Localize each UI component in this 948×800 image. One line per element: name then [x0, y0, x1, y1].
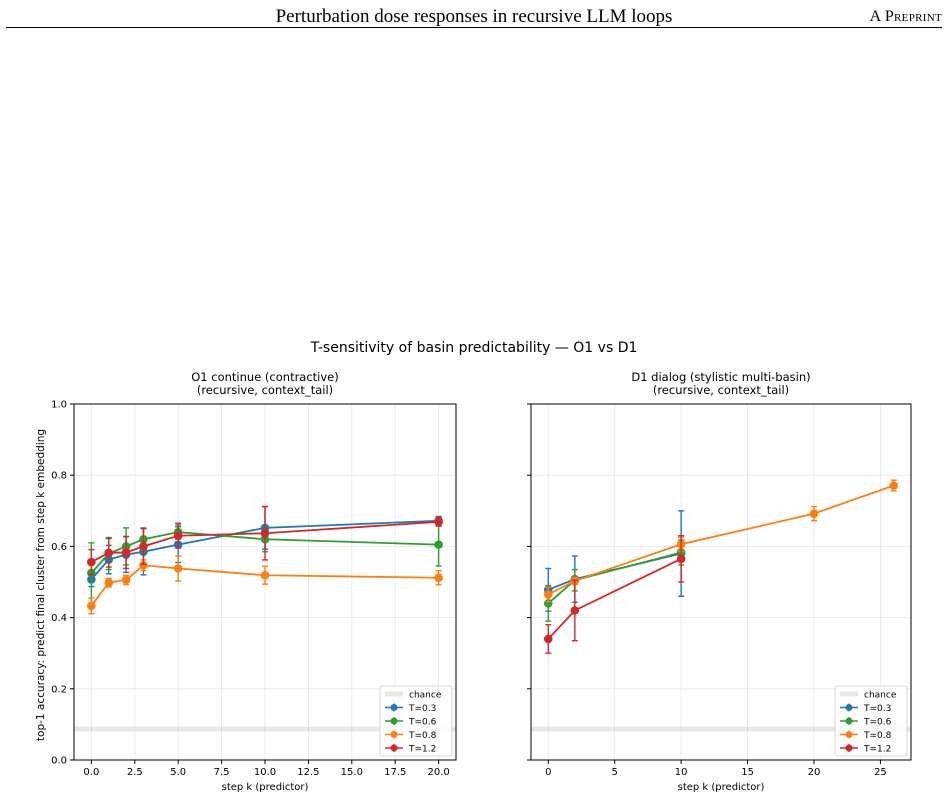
panel-title: (recursive, context_tail)	[653, 383, 789, 397]
data-point	[104, 548, 114, 558]
y-tick-label: 0.8	[51, 471, 67, 482]
x-tick-label: 20.0	[428, 767, 450, 778]
legend-box	[834, 685, 908, 757]
legend-marker	[390, 744, 398, 752]
x-tick-label: 5.0	[170, 767, 186, 778]
legend-label: T=1.2	[408, 745, 436, 755]
data-point	[87, 557, 96, 567]
data-point	[87, 601, 96, 611]
legend-marker	[845, 704, 853, 711]
x-tick-label: 15	[741, 767, 754, 778]
header-rule	[6, 27, 942, 28]
y-tick-label: 1.0	[51, 400, 67, 411]
x-tick-label: 15.0	[341, 767, 363, 778]
legend-marker	[845, 744, 853, 752]
legend-label: T=0.3	[863, 704, 891, 714]
legend: chance T=0.3 T=0.6 T=0.8 T=1.2	[379, 685, 453, 757]
data-point	[173, 564, 183, 573]
series-T=1.2	[543, 535, 686, 654]
series-T=1.2	[87, 505, 443, 576]
x-tick-label: 5	[612, 767, 618, 778]
legend-box	[379, 685, 453, 757]
legend-label: T=0.8	[863, 731, 892, 741]
figure: T-sensitivity of basin predictability — …	[35, 340, 912, 793]
x-tick-label: 20	[808, 767, 821, 778]
legend-marker	[390, 731, 398, 738]
panel-title: D1 dialog (stylistic multi-basin)	[631, 370, 810, 384]
legend-label: T=0.8	[408, 731, 437, 741]
legend-label: T=0.6	[408, 718, 437, 728]
x-tick-label: 0	[545, 767, 551, 778]
data-point	[809, 509, 819, 518]
x-tick-label: 12.5	[297, 767, 319, 778]
x-tick-label: 7.5	[214, 767, 230, 778]
x-tick-label: 10	[675, 767, 688, 778]
x-tick-label: 10.0	[254, 767, 276, 778]
data-point	[434, 540, 443, 549]
legend-marker	[390, 704, 398, 711]
x-tick-label: 2.5	[127, 767, 143, 778]
panel-2: 0 5 10 15 20 25 D1 dialog (stylistic multi-bas…	[527, 370, 912, 793]
legend-marker	[845, 717, 853, 725]
data-point	[543, 634, 553, 644]
y-tick-label: 0.0	[51, 756, 67, 767]
data-point	[434, 517, 443, 527]
data-point	[889, 481, 899, 490]
y-axis-label: top-1 accuracy: predict final cluster fr…	[35, 429, 47, 741]
data-point	[434, 573, 443, 583]
y-tick-label: 0.6	[51, 542, 67, 553]
figure-suptitle: T-sensitivity of basin predictability — …	[310, 340, 638, 356]
axes-frame	[530, 403, 912, 761]
data-point	[139, 560, 148, 570]
y-tick-label: 0.2	[51, 684, 67, 695]
series-line	[547, 484, 895, 596]
legend-label: T=0.6	[863, 718, 892, 728]
x-tick-label: 25	[874, 767, 887, 778]
data-point	[676, 554, 686, 564]
legend-marker	[845, 731, 853, 738]
x-tick-label: 0.0	[83, 767, 99, 778]
panel-1: 0.0 2.5 5.0 7.5 10.0 12.5 15.0 17.5 20.0 0.0 0.2 0.…	[51, 370, 457, 793]
data-point	[121, 575, 131, 585]
data-point	[173, 531, 183, 541]
panel-title: O1 continue (contractive)	[191, 370, 339, 384]
legend: chance T=0.3 T=0.6 T=0.8 T=1.2	[834, 685, 908, 757]
x-axis-label: step k (predictor)	[222, 782, 309, 793]
legend-label: T=1.2	[863, 745, 891, 755]
legend-label: chance	[864, 691, 897, 701]
page-header-title: Perturbation dose responses in recursive…	[275, 6, 673, 27]
panels: 0.0 2.5 5.0 7.5 10.0 12.5 15.0 17.5 20.0 0.0 0.2 0.…	[51, 370, 912, 793]
x-axis-label: step k (predictor)	[678, 782, 765, 793]
page-header: Perturbation dose responses in recursive…	[0, 0, 948, 28]
data-point	[104, 578, 114, 588]
data-point	[121, 548, 131, 557]
y-tick-label: 0.4	[51, 613, 67, 624]
x-tick-label: 17.5	[384, 767, 406, 778]
panel-title: (recursive, context_tail)	[197, 383, 333, 397]
data-point	[570, 606, 580, 615]
data-point	[139, 542, 148, 551]
data-point	[260, 528, 270, 538]
data-point	[543, 590, 553, 599]
series-T=0.8	[87, 555, 443, 615]
page-header-label: A Preprint	[869, 8, 942, 25]
legend-label: T=0.3	[408, 704, 436, 714]
series-T=0.8	[543, 479, 899, 603]
data-point	[260, 570, 270, 580]
legend-label: chance	[409, 691, 442, 701]
legend-marker	[390, 717, 398, 725]
